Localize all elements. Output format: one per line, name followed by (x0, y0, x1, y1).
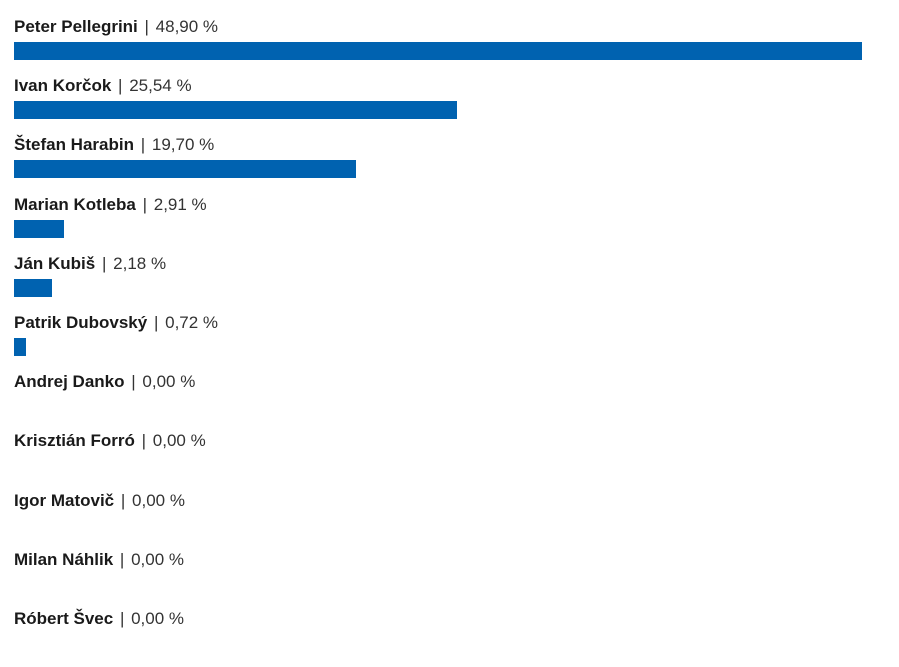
candidate-name: Ivan Korčok (14, 76, 112, 96)
label-separator: | (142, 194, 148, 214)
label-separator: | (101, 253, 107, 273)
candidate-label: Igor Matovič | 0,00 % (14, 490, 862, 512)
candidate-row: Ján Kubiš | 2,18 % (14, 253, 862, 312)
result-bar (14, 337, 27, 356)
candidate-name: Ján Kubiš (14, 253, 96, 273)
candidate-row: Igor Matovič | 0,00 % (14, 490, 862, 549)
candidate-percentage: 0,00 % (131, 608, 185, 628)
label-separator: | (118, 76, 123, 96)
result-bar (14, 42, 862, 60)
label-separator: | (120, 490, 126, 510)
candidate-label: Marian Kotleba | 2,91 % (14, 194, 862, 216)
candidate-label: Peter Pellegrini | 48,90 % (14, 16, 862, 38)
result-bar (14, 160, 356, 179)
candidate-label: Andrej Danko | 0,00 % (14, 371, 862, 393)
candidate-row: Milan Náhlik | 0,00 % (14, 549, 862, 608)
candidate-row: Marian Kotleba | 2,91 % (14, 194, 862, 253)
candidate-row: Róbert Švec | 0,00 % (14, 608, 862, 667)
candidate-label: Róbert Švec | 0,00 % (14, 608, 862, 630)
candidate-label: Patrik Dubovský | 0,72 % (14, 312, 862, 334)
candidate-name: Peter Pellegrini (14, 17, 138, 36)
label-separator: | (141, 431, 147, 451)
candidate-row: Peter Pellegrini | 48,90 % (14, 16, 862, 75)
candidate-percentage: 2,18 % (113, 253, 167, 273)
results-bar-chart: Peter Pellegrini | 48,90 % Ivan Korčok | … (14, 16, 862, 667)
candidate-row: Andrej Danko | 0,00 % (14, 371, 862, 430)
candidate-name: Igor Matovič (14, 490, 115, 510)
candidate-name: Štefan Harabin (14, 135, 134, 155)
candidate-percentage: 19,70 % (151, 135, 215, 155)
candidate-label: Štefan Harabin | 19,70 % (14, 134, 862, 156)
label-separator: | (153, 312, 159, 332)
candidate-percentage: 0,00 % (131, 549, 185, 569)
result-bar (14, 101, 457, 120)
candidate-percentage: 25,54 % (129, 76, 192, 96)
candidate-label: Milan Náhlik | 0,00 % (14, 549, 862, 571)
candidate-name: Milan Náhlik (14, 549, 114, 569)
candidate-percentage: 48,90 % (155, 17, 219, 36)
label-separator: | (119, 608, 125, 628)
result-bar (14, 219, 65, 238)
candidate-row: Ivan Korčok | 25,54 % (14, 75, 862, 134)
result-bar (14, 278, 52, 297)
label-separator: | (131, 372, 136, 392)
candidate-row: Štefan Harabin | 19,70 % (14, 134, 862, 193)
candidate-percentage: 2,91 % (153, 194, 207, 214)
candidate-percentage: 0,00 % (132, 490, 185, 510)
candidate-percentage: 0,00 % (152, 431, 206, 451)
candidate-row: Patrik Dubovský | 0,72 % (14, 312, 862, 371)
label-separator: | (140, 135, 146, 155)
candidate-percentage: 0,00 % (142, 372, 196, 392)
candidate-percentage: 0,72 % (165, 312, 219, 332)
label-separator: | (144, 17, 149, 36)
candidate-name: Marian Kotleba (14, 194, 136, 214)
candidate-label: Krisztián Forró | 0,00 % (14, 430, 862, 452)
candidate-row: Krisztián Forró | 0,00 % (14, 430, 862, 489)
label-separator: | (119, 549, 125, 569)
candidate-name: Andrej Danko (14, 372, 125, 392)
candidate-name: Krisztián Forró (14, 431, 135, 451)
candidate-name: Róbert Švec (14, 608, 114, 628)
candidate-label: Ján Kubiš | 2,18 % (14, 253, 862, 275)
candidate-label: Ivan Korčok | 25,54 % (14, 75, 862, 97)
candidate-name: Patrik Dubovský (14, 312, 148, 332)
